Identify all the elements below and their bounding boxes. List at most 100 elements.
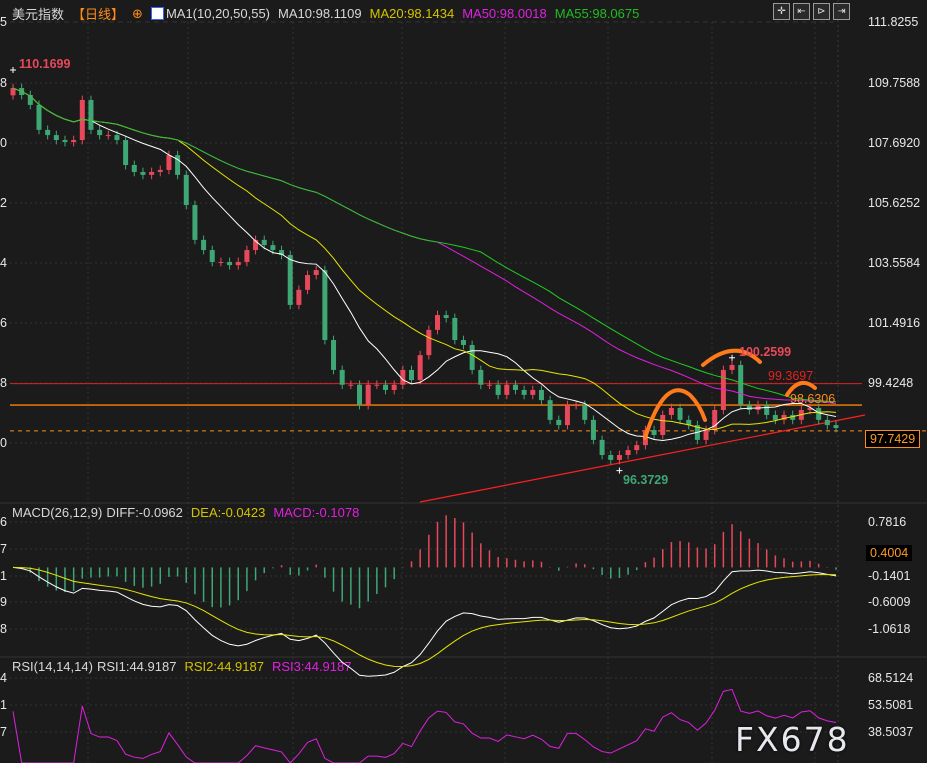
candle-body: [703, 430, 709, 440]
ma10-line: [12, 87, 837, 441]
candle-body: [374, 384, 380, 386]
candle-body: [114, 135, 120, 141]
candle-body: [469, 344, 475, 370]
candle-body: [235, 261, 241, 266]
candle-body: [287, 254, 293, 305]
left-axis-tick: 2: [0, 196, 7, 210]
candle-body: [538, 389, 544, 401]
candle-body: [547, 400, 553, 420]
candle-body: [123, 140, 129, 165]
left-axis-tick: 1: [0, 698, 7, 712]
rsi2-value: RSI2:44.9187: [184, 659, 264, 674]
hand-drawn-arc: [643, 388, 707, 440]
ma55-line: [12, 87, 837, 403]
candle-body: [279, 250, 285, 255]
resistance-red-label: 99.3697: [768, 369, 814, 383]
price-axis-tick: 109.7588: [868, 76, 921, 90]
scroll-end-icon[interactable]: ⇥: [833, 3, 850, 20]
left-axis-tick: 8: [0, 622, 7, 636]
rsi-axis-tick: 68.5124: [868, 671, 914, 685]
candle-body: [36, 104, 42, 130]
candle-body: [227, 261, 233, 266]
rsi-label[interactable]: RSI(14,14,14): [12, 659, 93, 674]
candle-body: [660, 414, 666, 435]
candle-body: [452, 317, 458, 341]
candle-body: [201, 239, 207, 251]
candle-body: [625, 450, 631, 455]
candle-body: [105, 135, 111, 137]
left-axis-tick: 7: [0, 725, 7, 739]
low-label: 96.3729: [623, 473, 669, 487]
zoom-in-icon[interactable]: ⇤: [793, 3, 810, 20]
left-axis-tick: 5: [0, 15, 7, 29]
candle-body: [27, 95, 33, 105]
candle-body: [512, 384, 518, 390]
candle-body: [391, 384, 397, 390]
macd-axis-tick: 0.7816: [868, 515, 907, 529]
candle-body: [313, 270, 319, 276]
candle-body: [668, 407, 674, 415]
candle-body: [712, 410, 718, 431]
chart-toolbar: ✛ ⇤ ⊳ ⇥: [773, 3, 850, 20]
candle-body: [677, 407, 683, 420]
candle-body: [10, 88, 16, 96]
candle-body: [590, 419, 596, 440]
macd-header: MACD(26,12,9) DIFF:-0.0962 DEA:-0.0423 M…: [12, 505, 359, 520]
candle-body: [71, 140, 77, 143]
candle-body: [62, 140, 68, 143]
macd-diff: DIFF:-0.0962: [106, 505, 183, 520]
zoom-out-icon[interactable]: ⊳: [813, 3, 830, 20]
left-axis-tick: 0: [0, 436, 7, 450]
macd-label[interactable]: MACD(26,12,9): [12, 505, 103, 520]
candle-body: [183, 174, 189, 206]
candle-body: [582, 405, 588, 420]
candle-body: [573, 405, 579, 407]
rsi1-value: RSI1:44.9187: [96, 659, 177, 674]
macd-dea: DEA:-0.0423: [190, 505, 266, 520]
candle-body: [88, 99, 94, 130]
symbol-name: 美元指数: [12, 7, 65, 22]
rsi3-value: RSI3:44.9187: [271, 659, 352, 674]
candle-body: [131, 164, 137, 172]
current-price-box: 97.7429: [865, 430, 921, 448]
fx678-watermark: FX678: [735, 720, 850, 759]
main-chart-header: 美元指数 【日线】 ⊕ MA1(10,20,50,55) MA10:98.110…: [12, 4, 639, 23]
extreme-marker: [729, 354, 736, 361]
candle-body: [634, 445, 640, 451]
period-selector[interactable]: 【日线】: [72, 7, 125, 22]
crosshair-icon[interactable]: ✛: [773, 3, 790, 20]
left-axis-tick: 4: [0, 256, 7, 270]
macd-current-box: 0.4004: [866, 545, 913, 561]
high-start-label: 110.1699: [19, 57, 71, 71]
left-axis-tick: 8: [0, 76, 7, 90]
candle-body: [764, 405, 770, 415]
candle-body: [409, 369, 415, 381]
ma-indicator-icon[interactable]: [150, 7, 164, 20]
rsi-header: RSI(14,14,14) RSI1:44.9187 RSI2:44.9187 …: [12, 659, 351, 674]
candle-body: [781, 414, 787, 420]
extreme-marker: [10, 67, 16, 74]
price-axis-tick: 107.6920: [868, 136, 921, 150]
ma-label[interactable]: MA1(10,20,50,55): [165, 6, 271, 21]
macd-axis-tick: -0.6009: [868, 595, 911, 609]
ma50-value: MA50:98.0018: [462, 6, 547, 21]
candle-body: [331, 340, 337, 370]
left-axis-tick: 9: [0, 595, 7, 609]
candle-body: [738, 365, 744, 406]
candle-body: [772, 414, 778, 420]
candle-body: [460, 340, 466, 345]
candle-body: [166, 155, 172, 170]
candle-body: [270, 245, 276, 251]
price-axis-tick: 99.4248: [868, 376, 914, 390]
price-axis-tick: 105.6252: [868, 196, 921, 210]
candle-body: [530, 389, 536, 395]
candle-body: [348, 384, 354, 386]
crosshair-toggle-icon[interactable]: ⊕: [132, 5, 143, 21]
candle-body: [149, 171, 155, 175]
hand-drawn-arc: [701, 348, 762, 367]
ma20-line: [12, 87, 837, 431]
candle-body: [296, 289, 302, 305]
candle-body: [486, 384, 492, 386]
candle-body: [175, 155, 181, 175]
